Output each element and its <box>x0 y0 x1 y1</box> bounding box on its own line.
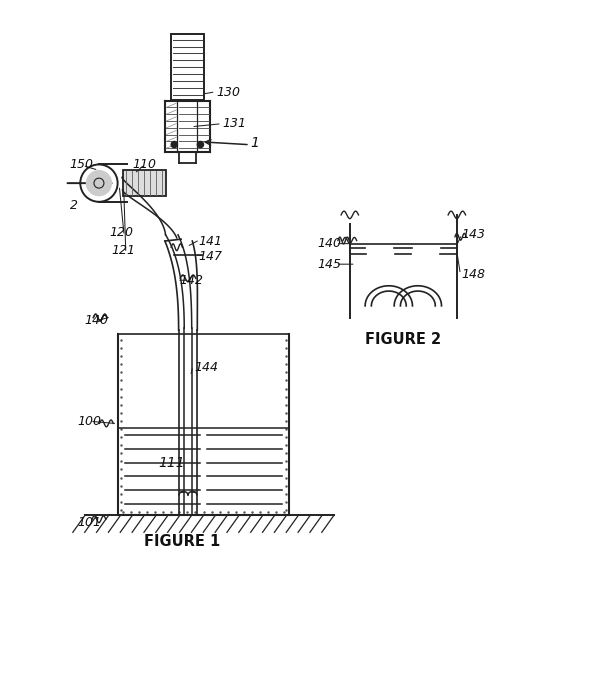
Text: 145: 145 <box>317 258 341 271</box>
Text: 1: 1 <box>250 136 259 151</box>
Circle shape <box>171 142 178 148</box>
Text: 140: 140 <box>84 314 108 327</box>
Text: 120: 120 <box>109 226 133 240</box>
Text: 141: 141 <box>199 234 223 248</box>
Text: 148: 148 <box>462 267 486 281</box>
Text: 130: 130 <box>216 86 240 99</box>
Text: 142: 142 <box>180 274 204 287</box>
Circle shape <box>197 142 203 148</box>
Text: 101: 101 <box>78 516 102 529</box>
Text: FIGURE 1: FIGURE 1 <box>143 534 220 549</box>
Text: 131: 131 <box>222 117 246 130</box>
Bar <box>171 34 203 100</box>
Text: 121: 121 <box>112 244 136 257</box>
Bar <box>122 170 166 196</box>
Circle shape <box>86 171 112 196</box>
Text: 150: 150 <box>70 158 94 171</box>
Text: 147: 147 <box>199 250 223 263</box>
Text: FIGURE 2: FIGURE 2 <box>365 331 442 347</box>
Text: 140: 140 <box>317 237 341 250</box>
Text: 111: 111 <box>158 456 184 470</box>
Text: 2: 2 <box>70 199 78 212</box>
Text: 110: 110 <box>132 158 156 171</box>
Text: 100: 100 <box>78 415 102 428</box>
Text: 144: 144 <box>194 361 218 374</box>
Text: 143: 143 <box>462 227 486 241</box>
